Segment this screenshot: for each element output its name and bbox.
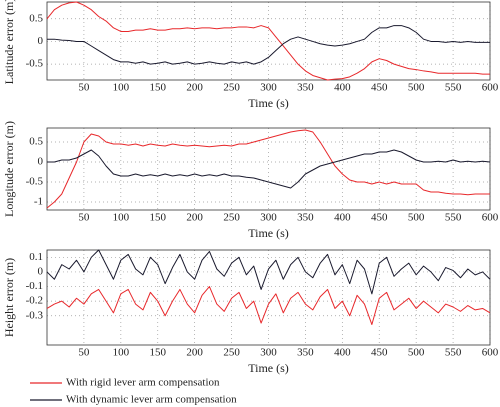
y-tick-label: 0.5 [29,136,43,148]
y-tick-label: 0.1 [29,251,43,263]
x-tick-label: 600 [482,82,499,94]
x-tick-label: 300 [260,82,277,94]
x-tick-label: 550 [445,347,462,359]
y-axis-title: Height error (m) [2,258,16,337]
data-line [47,25,490,65]
x-tick-label: 50 [78,347,90,359]
x-tick-label: 100 [113,212,130,224]
x-axis-title: Time (s) [248,226,289,240]
x-tick-label: 200 [186,212,203,224]
data-line [47,149,491,189]
x-tick-label: 150 [150,347,167,359]
x-tick-label: 200 [186,347,203,359]
plot-frame [46,127,491,211]
legend-label: With dynamic lever arm compensation [66,394,237,406]
y-tick-label: 0 [38,265,44,277]
x-tick-label: 350 [297,82,314,94]
x-tick-label: 150 [150,212,167,224]
x-tick-label: 300 [260,347,277,359]
x-tick-label: 100 [113,82,130,94]
y-tick-label: -0.2 [26,295,43,307]
y-tick-label: 0 [38,35,44,47]
x-tick-label: 450 [371,347,388,359]
x-tick-label: 250 [223,347,240,359]
x-tick-label: 500 [408,82,425,94]
x-tick-label: 350 [297,212,314,224]
y-tick-label: -0.5 [26,176,44,188]
plot-frame [46,1,491,81]
data-line [46,286,491,326]
y-axis-title: Latitude error (m) [2,0,16,84]
y-tick-label: -1 [34,196,43,208]
x-tick-label: 550 [445,82,462,94]
x-tick-label: 50 [78,212,90,224]
legend-label: With rigid lever arm compensation [66,377,220,389]
data-line [46,249,491,295]
x-tick-label: 350 [297,347,314,359]
data-line [46,1,490,81]
x-tick-label: 500 [408,347,425,359]
x-tick-label: 500 [408,212,425,224]
x-tick-label: 400 [334,347,351,359]
y-tick-label: -0.1 [26,280,43,292]
y-tick-label: 0 [38,156,44,168]
x-tick-label: 50 [78,82,90,94]
x-tick-label: 450 [371,212,388,224]
y-tick-label: 0.5 [29,12,43,24]
x-tick-label: 200 [186,82,203,94]
x-tick-label: 150 [150,82,167,94]
x-axis-title: Time (s) [248,96,289,110]
x-tick-label: 300 [260,212,277,224]
data-line [46,129,490,209]
x-tick-label: 450 [371,82,388,94]
x-tick-label: 550 [445,212,462,224]
x-tick-label: 400 [334,82,351,94]
x-axis-title: Time (s) [248,361,289,375]
y-axis-title: Longitude error (m) [2,121,16,217]
x-tick-label: 600 [482,347,499,359]
plot-frame [46,249,491,346]
x-tick-label: 400 [334,212,351,224]
y-tick-label: -0.5 [26,58,44,70]
x-tick-label: 250 [223,212,240,224]
x-tick-label: 600 [482,212,499,224]
x-tick-label: 100 [113,347,130,359]
x-tick-label: 250 [223,82,240,94]
y-tick-label: -0.3 [26,309,44,321]
